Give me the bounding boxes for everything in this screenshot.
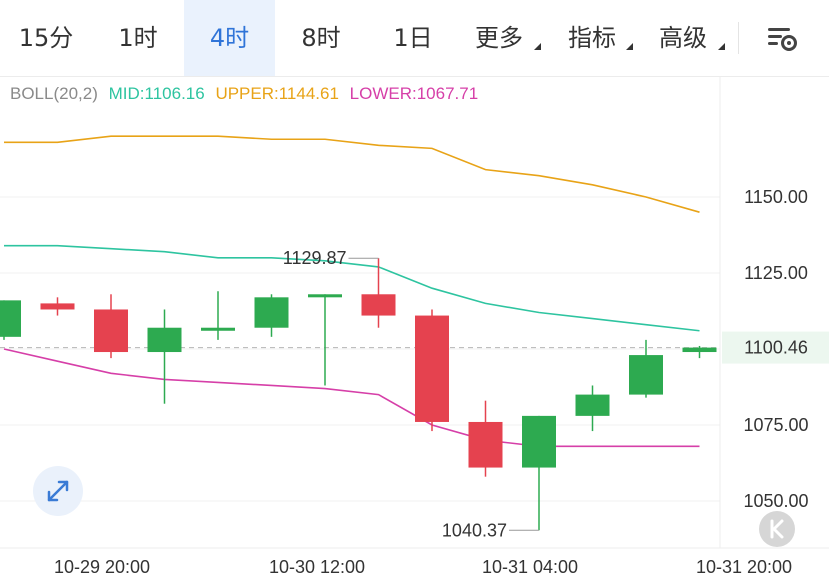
boll-lower-value: LOWER:1067.71 [349, 84, 479, 103]
dropdown-triangle-icon [718, 43, 725, 50]
high-annotation: 1129.87 [283, 248, 347, 268]
boll-lower-line [3, 348, 700, 448]
tab-4h[interactable]: 4时 [184, 0, 275, 76]
scroll-to-latest-button[interactable] [759, 511, 795, 547]
candle-body [0, 300, 21, 337]
current-price-label: 1100.46 [744, 338, 808, 358]
candle-body [254, 297, 289, 328]
expand-arrows-icon [47, 480, 69, 502]
tab-divider [738, 22, 739, 54]
candle-body [40, 303, 75, 310]
dropdown-triangle-icon [626, 43, 633, 50]
tab-1h[interactable]: 1时 [118, 24, 158, 52]
x-axis-label: 10-29 20:00 [54, 557, 150, 577]
boll-mid-line [4, 244, 700, 332]
tab-more[interactable]: 更多 [459, 0, 541, 76]
low-annotation: 1040.37 [442, 520, 507, 540]
tab-8h[interactable]: 8时 [301, 24, 341, 52]
candle-body [522, 415, 556, 468]
x-axis-label: 10-30 12:00 [269, 557, 365, 577]
candle-body [94, 309, 128, 353]
boll-upper-line [4, 135, 700, 213]
chart-settings-icon[interactable] [762, 20, 802, 56]
candle-body [575, 394, 610, 416]
candle-body [682, 347, 717, 353]
candle-body [415, 315, 449, 422]
k-icon [770, 519, 784, 539]
y-axis-label: 1150.00 [744, 187, 808, 207]
boll-mid-value: MID:1106.16 [108, 84, 205, 103]
current-price-tag [722, 331, 829, 364]
candle-body [308, 294, 342, 298]
tab-advanced[interactable]: 高级 [643, 0, 725, 76]
y-axis-label: 1125.00 [744, 263, 808, 283]
boll-legend: BOLL(20,2) MID:1106.16 UPPER:1144.61 LOW… [10, 84, 484, 104]
dropdown-triangle-icon [534, 43, 541, 50]
tab-1d[interactable]: 1日 [393, 24, 433, 52]
tab-indicators[interactable]: 指标 [553, 0, 633, 76]
expand-button[interactable] [33, 466, 83, 516]
candle-body [629, 355, 663, 395]
x-axis-label: 10-31 20:00 [696, 557, 792, 577]
x-axis-label: 10-31 04:00 [482, 557, 578, 577]
boll-name: BOLL(20,2) [10, 84, 98, 103]
candle-body [468, 421, 503, 468]
candle-body [201, 327, 235, 331]
candlestick-chart[interactable]: 1150.00 1125.00 1075.00 1050.00 1100.46 1129.… [0, 76, 829, 588]
y-axis-label: 1050.00 [743, 491, 808, 511]
tab-15min[interactable]: 15分 [18, 24, 74, 52]
interval-tab-bar: 15分 1时 4时 8时 1日 更多 指标 高级 [0, 0, 829, 77]
y-axis-label: 1075.00 [743, 415, 808, 435]
candle-body [147, 327, 182, 353]
candle-body [361, 294, 396, 316]
boll-upper-value: UPPER:1144.61 [215, 84, 339, 103]
